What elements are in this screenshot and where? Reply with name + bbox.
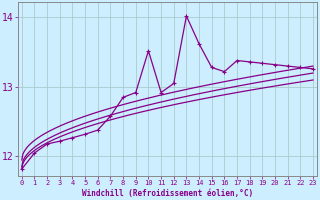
X-axis label: Windchill (Refroidissement éolien,°C): Windchill (Refroidissement éolien,°C) [82,189,253,198]
